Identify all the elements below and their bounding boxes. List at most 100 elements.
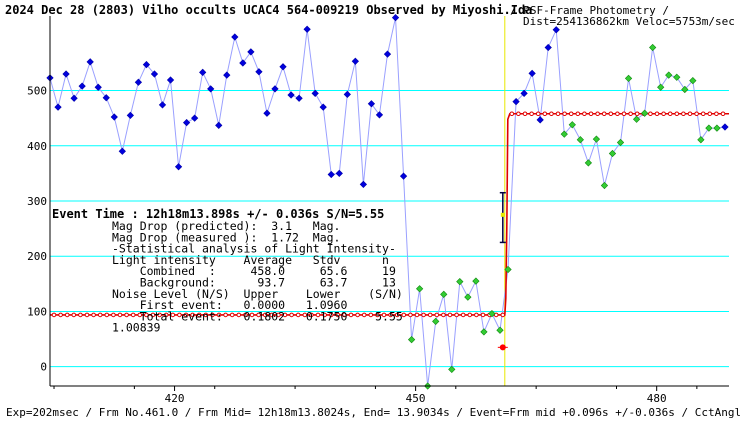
event-center-marker [500, 212, 505, 217]
model-level-marker [84, 312, 90, 318]
occulted-data-point [440, 290, 448, 298]
y-tick-label: 0 [40, 361, 47, 374]
model-level-marker [454, 312, 459, 318]
model-level-marker [714, 111, 719, 117]
model-level-marker [529, 111, 534, 117]
unocculted-data-point [319, 103, 327, 111]
unocculted-data-point [247, 48, 255, 56]
model-level-marker [328, 312, 334, 318]
model-level-marker [295, 312, 301, 318]
model-level-marker [216, 312, 222, 318]
occulted-data-point [697, 136, 705, 144]
model-level-marker [648, 111, 653, 117]
model-level-marker [555, 111, 561, 117]
model-level-marker [480, 312, 486, 318]
unocculted-data-point [359, 180, 368, 189]
unocculted-data-point [158, 101, 167, 109]
unocculted-data-point [335, 169, 343, 178]
stat-line: 1.00839 [112, 321, 161, 335]
occulted-data-point [432, 317, 440, 326]
unocculted-data-point [191, 114, 199, 122]
chart-texts: 2024 Dec 28 (2803) Vilho occults UCAC4 5… [5, 3, 740, 419]
model-level-marker [500, 312, 506, 318]
occulted-data-point [608, 149, 617, 158]
stat-line: -Statistical analysis of Light Intensity… [112, 242, 396, 256]
plot-area [46, 14, 729, 390]
model-level-marker [582, 111, 587, 117]
occulted-data-point [488, 310, 496, 318]
model-level-marker [249, 312, 255, 318]
y-tick-label: 300 [27, 195, 47, 208]
model-level-marker [144, 312, 149, 318]
unocculted-data-point [552, 26, 560, 34]
x-tick-label: 450 [406, 392, 426, 405]
model-level-marker [707, 111, 713, 117]
model-level-marker [190, 312, 195, 318]
model-level-marker [183, 312, 189, 318]
unocculted-data-point [62, 70, 70, 78]
chart-title: 2024 Dec 28 (2803) Vilho occults UCAC4 5… [5, 3, 532, 17]
unocculted-data-point [528, 69, 536, 78]
model-level-marker [654, 111, 660, 117]
model-level-marker [355, 312, 360, 318]
model-level-marker [434, 312, 440, 318]
unocculted-data-point [512, 97, 520, 106]
occulted-data-point [592, 135, 601, 143]
model-level-marker [621, 111, 627, 117]
unocculted-data-point [215, 121, 223, 129]
stat-line: Mag Drop (predicted): 3.1 Mag. [112, 219, 340, 233]
model-level-marker [203, 312, 209, 318]
model-level-marker [309, 312, 314, 318]
occulted-data-point [681, 85, 689, 94]
model-level-marker [163, 312, 169, 318]
model-level-marker [562, 111, 567, 117]
unocculted-data-point [134, 78, 143, 86]
unocculted-data-point [182, 118, 191, 127]
stat-line: Mag Drop (measured ): 1.72 Mag. [112, 230, 340, 244]
unocculted-data-point [367, 100, 376, 108]
unocculted-data-point [223, 71, 231, 79]
x-tick-label: 480 [647, 392, 667, 405]
model-level-marker [388, 312, 393, 318]
unocculted-data-point [102, 94, 110, 102]
model-level-marker [322, 312, 327, 318]
unocculted-data-point [391, 14, 400, 22]
unocculted-data-point [375, 111, 384, 119]
occulted-data-point [705, 124, 713, 132]
statistics-panel: Event Time : 12h18m13.898s +/- 0.036s S/… [52, 207, 403, 335]
model-level-marker [661, 111, 666, 117]
unocculted-data-point [303, 25, 311, 33]
unocculted-data-point [399, 172, 408, 180]
model-level-marker [289, 312, 294, 318]
model-level-marker [720, 111, 726, 117]
stat-line: Light intensity Average Stdv n [112, 253, 389, 267]
model-level-marker [628, 111, 633, 117]
unocculted-data-point [255, 68, 263, 76]
model-level-marker [78, 312, 83, 318]
model-level-marker [634, 111, 640, 117]
model-level-marker [177, 312, 182, 318]
unocculted-data-point [536, 116, 544, 124]
unocculted-data-point [295, 94, 303, 102]
model-level-marker [262, 312, 268, 318]
occulted-data-point [584, 159, 593, 167]
model-level-marker [104, 312, 110, 318]
occulted-data-point [600, 181, 609, 190]
model-level-marker [302, 312, 308, 318]
model-level-marker [124, 312, 129, 318]
occulted-data-point [641, 109, 649, 117]
unocculted-data-point [142, 60, 151, 69]
model-level-marker [401, 312, 407, 318]
model-level-marker [687, 111, 693, 117]
occulted-data-point [448, 365, 456, 374]
model-level-marker [694, 111, 699, 117]
model-level-marker [97, 312, 103, 318]
stat-line: Background: 93.7 63.7 13 [112, 276, 396, 290]
unocculted-data-point [231, 33, 239, 41]
stat-line: First event: 0.0000 1.0960 [112, 298, 347, 312]
model-level-marker [700, 111, 706, 117]
occulted-data-point [632, 115, 641, 123]
model-level-marker [335, 312, 341, 318]
